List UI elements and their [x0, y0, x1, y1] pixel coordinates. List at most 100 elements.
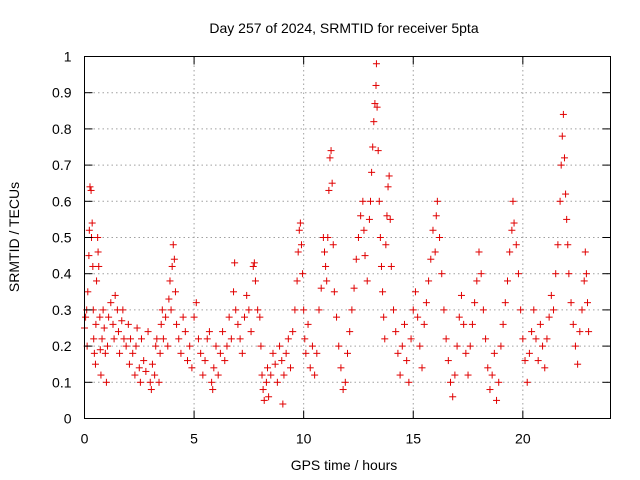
axis-ticks — [84, 56, 611, 419]
data-point — [333, 313, 341, 321]
data-point — [365, 215, 373, 223]
data-point — [405, 378, 413, 386]
data-point — [377, 262, 385, 270]
data-point — [453, 342, 461, 350]
data-point — [104, 342, 112, 350]
data-point — [425, 277, 433, 285]
data-point — [512, 241, 520, 249]
data-point — [192, 299, 200, 307]
data-points — [81, 60, 593, 408]
data-point — [471, 299, 479, 307]
data-point — [398, 342, 406, 350]
data-point — [510, 219, 518, 227]
data-point — [249, 262, 257, 270]
data-point — [344, 349, 351, 357]
data-point — [317, 284, 325, 292]
data-point — [545, 313, 553, 321]
data-point — [120, 335, 128, 343]
data-point — [372, 60, 380, 68]
y-tick-label: 0.6 — [52, 193, 72, 209]
data-point — [240, 313, 248, 321]
y-tick-label: 0.4 — [52, 266, 72, 282]
data-point — [369, 143, 377, 151]
data-point — [414, 313, 422, 321]
data-point — [287, 364, 295, 372]
data-point — [571, 342, 579, 350]
data-point — [392, 328, 400, 336]
data-point — [363, 277, 371, 285]
data-point — [169, 241, 177, 249]
data-point — [521, 357, 529, 365]
grid — [84, 56, 611, 419]
data-point — [234, 320, 242, 328]
data-point — [157, 320, 165, 328]
data-point — [230, 288, 238, 296]
data-point — [367, 197, 375, 205]
data-point — [127, 335, 135, 343]
data-point — [370, 118, 378, 126]
data-point — [372, 81, 380, 89]
y-tick-label: 0.8 — [52, 121, 72, 137]
data-point — [247, 328, 255, 336]
data-point — [146, 378, 154, 386]
data-point — [482, 335, 490, 343]
data-point — [118, 317, 126, 325]
data-point — [375, 197, 383, 205]
data-point — [86, 183, 94, 191]
data-point — [509, 197, 517, 205]
data-point — [335, 342, 343, 350]
data-point — [348, 306, 356, 314]
data-point — [576, 328, 584, 336]
data-point — [95, 262, 103, 270]
data-point — [501, 299, 509, 307]
data-point — [427, 255, 435, 263]
data-point — [403, 357, 411, 365]
data-point — [320, 248, 328, 256]
data-point — [205, 328, 213, 336]
data-point — [203, 335, 211, 343]
data-point — [449, 393, 457, 401]
data-point — [245, 306, 253, 314]
data-point — [267, 371, 275, 379]
data-point — [177, 349, 185, 357]
data-point — [438, 270, 446, 278]
data-point — [411, 288, 419, 296]
data-point — [214, 371, 222, 379]
data-point — [99, 306, 107, 314]
y-tick-label: 0 — [64, 411, 72, 427]
data-point — [186, 342, 194, 350]
data-point — [565, 270, 573, 278]
data-point — [346, 328, 354, 336]
data-point — [585, 328, 593, 336]
data-point — [304, 320, 312, 328]
y-axis-label: SRMTID / TECUs — [6, 182, 22, 292]
data-point — [543, 335, 551, 343]
data-point — [384, 183, 392, 191]
data-point — [209, 386, 217, 394]
data-point — [396, 371, 404, 379]
data-point — [325, 186, 333, 194]
data-point — [271, 360, 279, 368]
data-point — [523, 378, 531, 386]
data-point — [385, 172, 393, 180]
data-point — [132, 342, 140, 350]
data-point — [373, 103, 381, 111]
data-point — [92, 320, 100, 328]
data-point — [107, 299, 115, 307]
data-point — [96, 346, 104, 354]
data-point — [534, 357, 542, 365]
data-point — [436, 234, 444, 241]
data-point — [296, 219, 304, 227]
x-tick-label: 20 — [515, 431, 531, 447]
data-point — [151, 371, 159, 379]
data-point — [90, 349, 98, 357]
data-point — [102, 378, 110, 386]
data-point — [581, 248, 589, 256]
data-point — [262, 378, 270, 386]
data-point — [479, 306, 487, 314]
data-point — [490, 349, 498, 357]
data-point — [256, 313, 264, 321]
data-point — [159, 335, 167, 343]
data-point — [221, 357, 229, 365]
